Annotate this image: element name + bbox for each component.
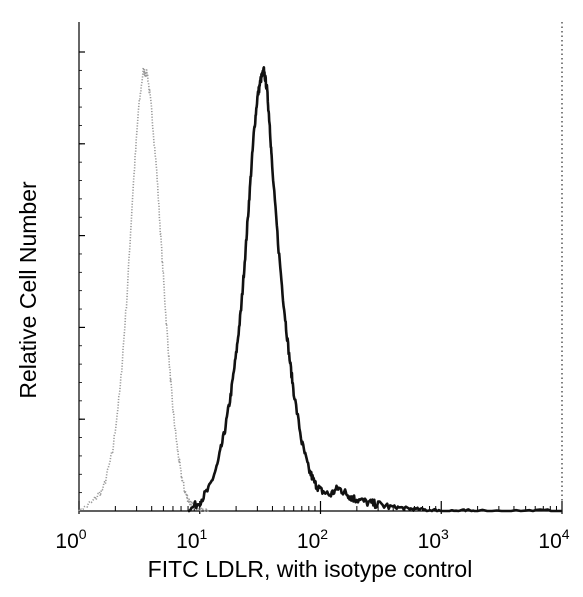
x-tick-label: 103 — [418, 526, 449, 553]
y-axis-label: Relative Cell Number — [15, 181, 41, 399]
x-tick-label: 101 — [176, 526, 207, 553]
x-tick-label: 104 — [538, 526, 569, 553]
x-tick-label: 102 — [297, 526, 328, 553]
plot-axes — [78, 22, 563, 512]
x-tick-label: 100 — [55, 526, 86, 553]
y-ticks — [79, 51, 85, 494]
series-layer — [78, 66, 562, 513]
isotype-control-series-line — [78, 66, 210, 512]
x-tick-labels: 100 101 102 103 104 — [55, 526, 569, 553]
x-axis-label: FITC LDLR, with isotype control — [148, 556, 473, 582]
ldlr-series-line — [187, 66, 562, 513]
